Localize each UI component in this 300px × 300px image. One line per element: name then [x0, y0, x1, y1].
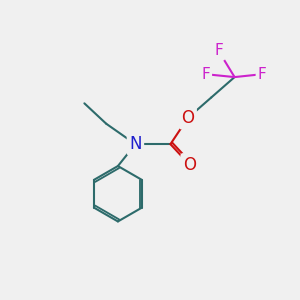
Text: F: F [258, 67, 267, 82]
Text: F: F [201, 67, 210, 82]
Text: O: O [183, 156, 196, 174]
Text: O: O [182, 109, 194, 127]
Text: F: F [214, 43, 223, 58]
Text: N: N [129, 135, 142, 153]
